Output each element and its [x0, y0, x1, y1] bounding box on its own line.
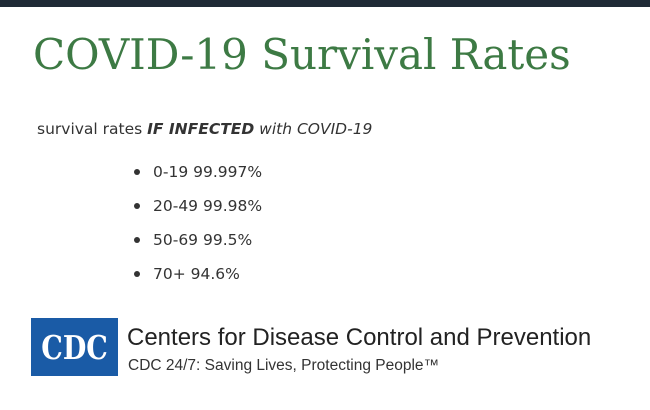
- bullet-icon: [134, 203, 140, 209]
- bullet-icon: [134, 237, 140, 243]
- list-item: 0-19 99.997%: [134, 160, 262, 194]
- list-item: 70+ 94.6%: [134, 262, 262, 296]
- intro-emphasis: IF INFECTED: [147, 120, 255, 138]
- survival-rate: 99.98%: [202, 197, 263, 215]
- age-group: 20-49: [153, 197, 199, 215]
- organization-name: Centers for Disease Control and Preventi…: [127, 324, 592, 351]
- list-item: 50-69 99.5%: [134, 228, 262, 262]
- intro-prefix: survival rates: [37, 120, 148, 138]
- age-group: 0-19: [153, 163, 189, 181]
- age-group: 50-69: [153, 231, 199, 249]
- cdc-logo: CDC: [31, 318, 118, 376]
- top-bar: [0, 0, 650, 7]
- cdc-logo-text: CDC: [41, 327, 108, 367]
- bullet-icon: [134, 169, 140, 175]
- age-group: 70+: [153, 265, 186, 283]
- intro-suffix: with COVID-19: [254, 120, 373, 138]
- list-item: 20-49 99.98%: [134, 194, 262, 228]
- bullet-icon: [134, 271, 140, 277]
- page-title: COVID-19 Survival Rates: [33, 30, 571, 79]
- survival-rate: 99.997%: [193, 163, 263, 181]
- survival-rate: 94.6%: [190, 265, 240, 283]
- survival-rate-list: 0-19 99.997% 20-49 99.98% 50-69 99.5% 70…: [134, 160, 262, 296]
- organization-tagline: CDC 24/7: Saving Lives, Protecting Peopl…: [128, 357, 440, 374]
- survival-rate: 99.5%: [202, 231, 253, 249]
- survival-rates-intro: survival rates IF INFECTED with COVID-19: [37, 120, 372, 138]
